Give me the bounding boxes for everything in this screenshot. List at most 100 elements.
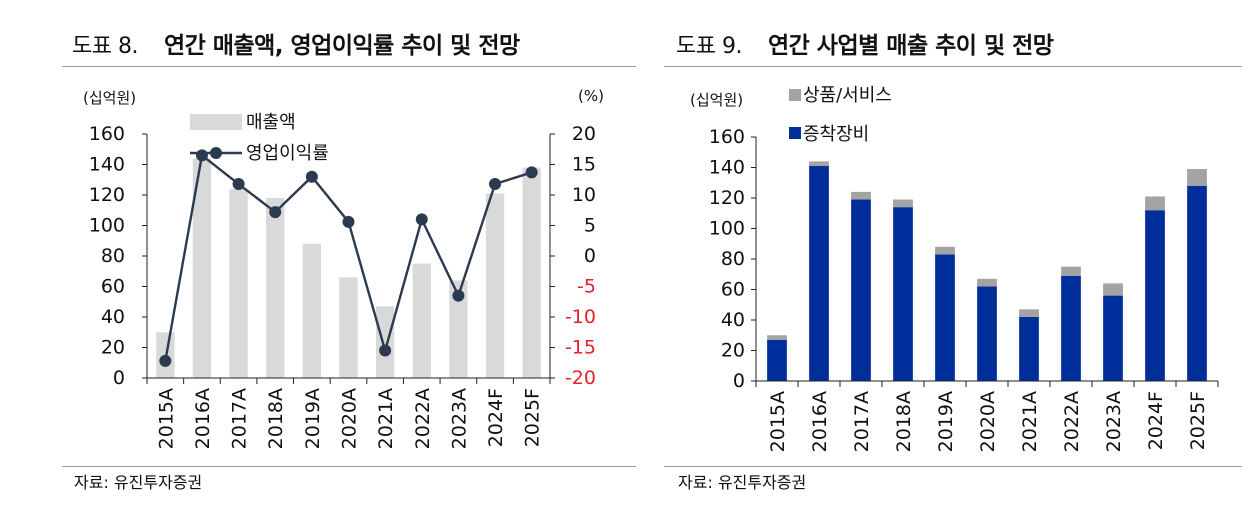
y-tick-label: 60 (721, 279, 745, 301)
products-bar-2020A (977, 278, 997, 287)
y-tick-label: 100 (709, 218, 745, 240)
x-tick-label: 2020A (977, 391, 999, 452)
x-tick-label: 2022A (412, 388, 434, 449)
operating-margin-point-2015A (159, 354, 172, 367)
x-tick-label: 2023A (1103, 391, 1125, 452)
figure-8-bottom-rule (62, 466, 636, 467)
x-tick-label: 2024F (1145, 391, 1167, 450)
left-y-tick-label: 120 (89, 184, 125, 206)
equipment-bar-2025F (1187, 185, 1207, 381)
x-tick-label: 2017A (851, 391, 873, 452)
right-y-tick-label: -15 (565, 337, 596, 359)
revenue-bar-2018A (266, 198, 285, 378)
left-y-tick-label: 80 (101, 245, 125, 267)
right-y-tick-label: 10 (572, 184, 596, 206)
x-tick-label: 2021A (1019, 391, 1041, 452)
operating-margin-point-2024F (489, 178, 502, 191)
operating-margin-point-2017A (232, 178, 245, 191)
right-y-tick-label: -5 (577, 276, 596, 298)
revenue-bar-2017A (229, 188, 248, 378)
left-y-tick-label: 40 (101, 306, 125, 328)
operating-margin-point-2021A (379, 344, 392, 357)
revenue-bar-2023A (449, 280, 468, 378)
figure-9-bottom-rule (664, 466, 1242, 467)
revenue-bar-2024F (485, 193, 505, 378)
revenue-bar-2019A (302, 243, 322, 378)
products-bar-2015A (767, 335, 787, 340)
products-bar-2019A (935, 246, 955, 255)
y-tick-label: 40 (721, 309, 745, 331)
operating-margin-point-2016A (195, 149, 208, 162)
operating-margin-point-2018A (269, 206, 282, 219)
x-tick-label: 2015A (767, 391, 789, 452)
operating-margin-point-2019A (305, 170, 318, 183)
operating-margin-point-2022A (415, 213, 428, 226)
legend-equipment-swatch (789, 127, 801, 139)
legend-products-label: 상품/서비스 (803, 85, 892, 106)
revenue-bar-2016A (192, 158, 212, 378)
x-tick-label: 2023A (448, 388, 470, 449)
figure-8-number: 도표 8. (72, 34, 138, 59)
operating-margin-point-2020A (342, 215, 355, 228)
y-tick-label: 20 (721, 340, 745, 362)
y-unit-label: (십억원) (690, 91, 743, 109)
equipment-bar-2017A (851, 199, 871, 381)
right-y-tick-label: -10 (565, 306, 596, 328)
products-bar-2024F (1145, 196, 1165, 211)
y-tick-label: 80 (721, 248, 745, 270)
x-tick-label: 2021A (375, 388, 397, 449)
products-bar-2017A (851, 191, 871, 200)
right-y-tick-label: 20 (572, 123, 596, 145)
x-tick-label: 2019A (302, 388, 324, 449)
right-y-tick-label: -20 (565, 367, 596, 389)
x-tick-label: 2016A (192, 388, 214, 449)
right-y-tick-label: 15 (572, 154, 596, 176)
x-tick-label: 2017A (229, 388, 251, 449)
x-tick-label: 2022A (1061, 391, 1083, 452)
revenue-bar-2021A (375, 306, 395, 378)
legend-products-swatch (789, 89, 801, 101)
operating-margin-point-2023A (452, 289, 465, 302)
equipment-bar-2024F (1145, 210, 1165, 381)
figure-8-source: 자료: 유진투자증권 (74, 473, 203, 492)
x-tick-label: 2024F (485, 388, 507, 447)
figure-8-title: 도표 8. 연간 매출액, 영업이익률 추이 및 전망 (72, 26, 520, 60)
x-tick-label: 2020A (339, 388, 361, 449)
figure-9-title: 도표 9. 연간 사업별 매출 추이 및 전망 (676, 26, 1054, 60)
figure-9-title-text: 연간 사업별 매출 추이 및 전망 (767, 33, 1054, 59)
y-tick-label: 140 (709, 157, 745, 179)
legend-margin-marker (210, 147, 222, 159)
equipment-bar-2020A (977, 286, 997, 381)
figure-9-top-rule (664, 66, 1242, 67)
legend-revenue-label: 매출액 (246, 112, 296, 133)
left-y-tick-label: 100 (89, 215, 125, 237)
figure-8-title-text: 연간 매출액, 영업이익률 추이 및 전망 (163, 33, 520, 59)
left-y-unit-label: (십억원) (83, 89, 136, 107)
equipment-bar-2023A (1103, 295, 1123, 381)
figure-8-chart: 0 20 40 60 80 100 120 140 160 -20 -15 -10 -5 0 5 10 15 20… (83, 87, 604, 449)
legend-revenue-swatch (190, 114, 242, 130)
left-y-tick-label: 20 (101, 337, 125, 359)
equipment-bar-2018A (893, 207, 913, 381)
figure-9-chart: 0 20 40 60 80 100 120 140 160 2015A 2016A 2017A 2018… (690, 85, 1219, 452)
products-bar-2021A (1019, 309, 1039, 317)
legend-margin-label: 영업이익률 (246, 143, 329, 164)
right-y-unit-label: (%) (578, 87, 604, 105)
y-tick-label: 160 (709, 126, 745, 148)
figure-9-number: 도표 9. (676, 34, 742, 59)
x-tick-label: 2018A (265, 388, 287, 449)
revenue-bar-2025F (522, 167, 541, 378)
operating-margin-point-2025F (525, 166, 538, 179)
left-y-tick-label: 60 (101, 276, 125, 298)
left-y-tick-label: 0 (113, 367, 125, 389)
figure-8-top-rule (62, 66, 636, 67)
products-bar-2022A (1061, 266, 1081, 276)
equipment-bar-2016A (809, 165, 829, 381)
products-bar-2025F (1187, 169, 1207, 186)
y-tick-label: 120 (709, 187, 745, 209)
revenue-bar-2022A (412, 263, 431, 378)
legend-equipment-label: 증착장비 (803, 124, 869, 145)
left-y-tick-label: 140 (89, 154, 125, 176)
figure-9-source: 자료: 유진투자증권 (678, 473, 807, 492)
x-tick-label: 2015A (155, 388, 177, 449)
